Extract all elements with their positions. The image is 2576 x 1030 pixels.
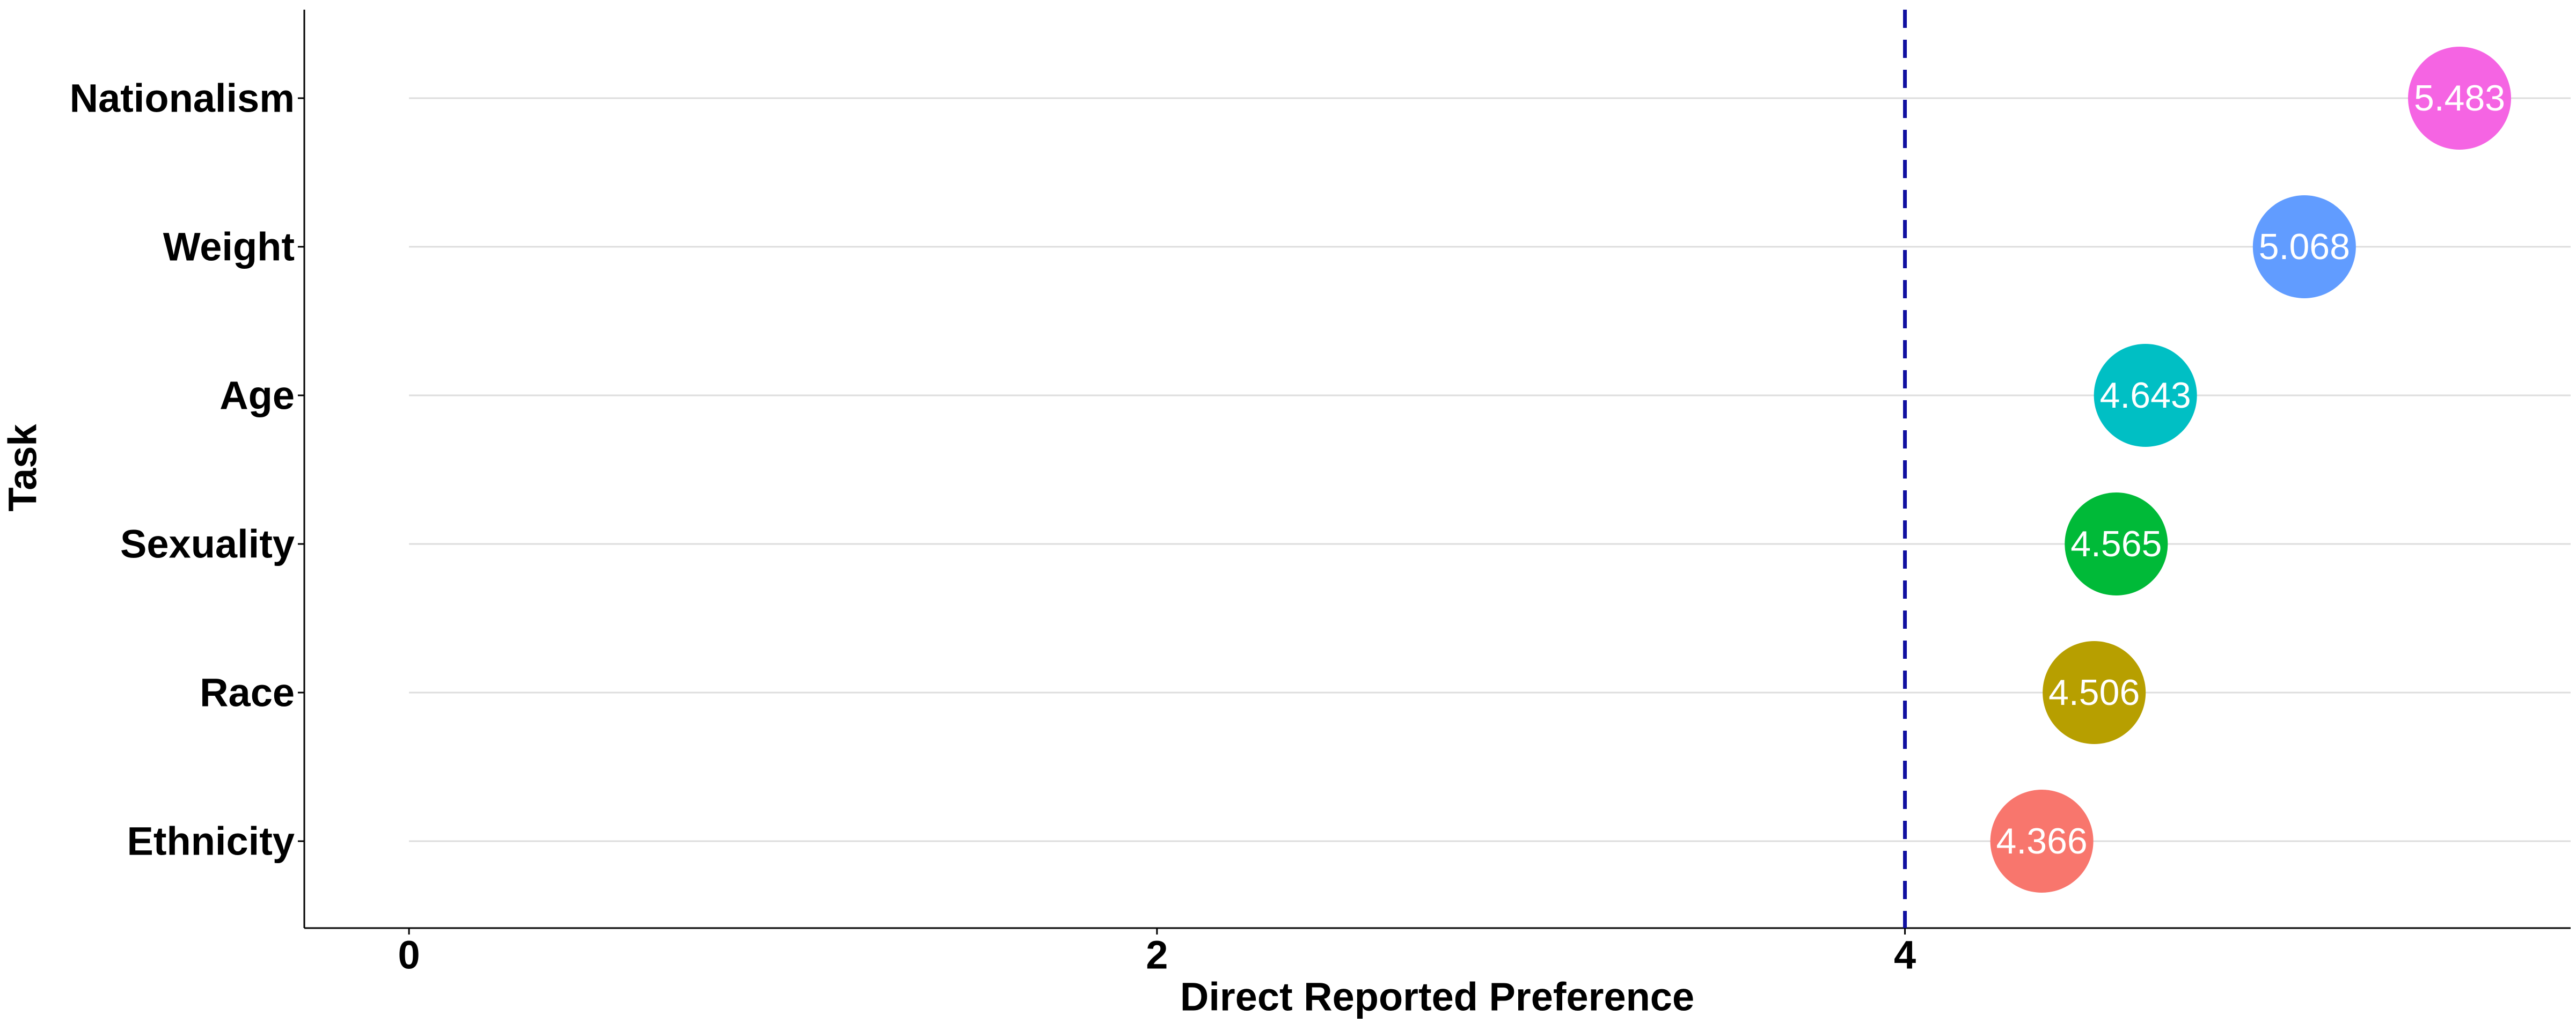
x-tick-label: 2 (1146, 933, 1168, 977)
data-point (2043, 641, 2146, 744)
x-axis-title: Direct Reported Preference (1180, 975, 1694, 1019)
x-tick-label: 0 (398, 933, 420, 977)
y-axis-title: Task (1, 424, 45, 512)
data-label: 4.565 (2070, 524, 2162, 564)
data-label: 5.068 (2259, 226, 2350, 267)
x-tick-labels: 0 2 4 (398, 928, 1916, 977)
data-label: 4.643 (2100, 375, 2191, 416)
data-point (2408, 47, 2512, 150)
y-tick-label: Race (200, 671, 295, 715)
y-tick-label: Sexuality (120, 522, 295, 566)
guide-lines (409, 97, 2571, 842)
data-point (2065, 492, 2168, 595)
data-points: 5.483 5.068 4.643 4.565 4.506 4.366 (1990, 47, 2512, 893)
data-label: 4.366 (1996, 821, 2088, 862)
y-tick-label: Age (219, 373, 295, 418)
y-tick-label: Nationalism (70, 76, 295, 121)
x-tick-label: 4 (1894, 933, 1916, 977)
y-tick-label: Ethnicity (127, 819, 295, 864)
y-tick-labels: Nationalism Weight Age Sexuality Race Ethnici… (70, 76, 304, 864)
data-point (1990, 790, 2094, 893)
data-point (2252, 195, 2356, 298)
data-label: 4.506 (2048, 672, 2140, 713)
y-tick-label: Weight (163, 225, 295, 269)
data-label: 5.483 (2414, 78, 2505, 119)
data-point (2094, 344, 2197, 447)
axes (303, 10, 2571, 929)
